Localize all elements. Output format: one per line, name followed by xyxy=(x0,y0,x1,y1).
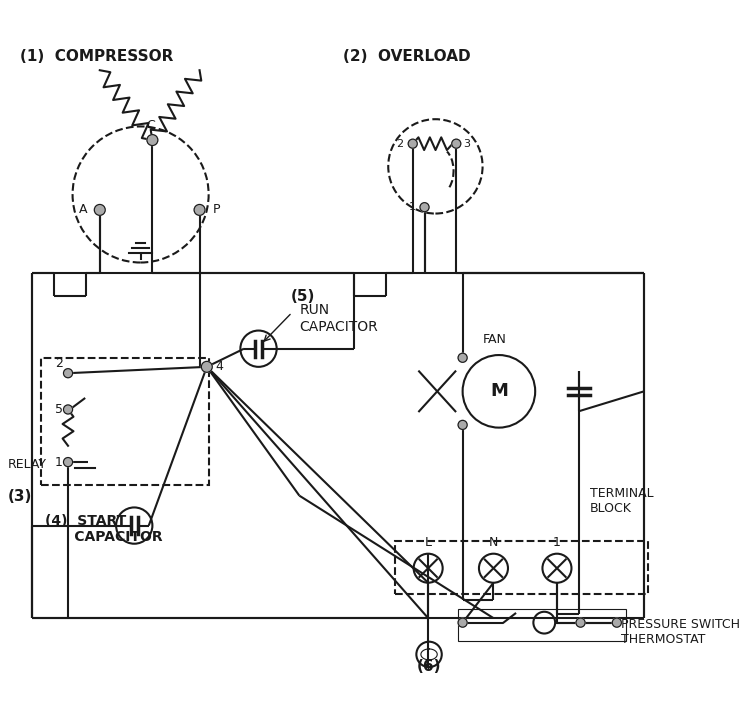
Text: 1: 1 xyxy=(55,456,63,469)
Circle shape xyxy=(194,205,205,215)
Bar xyxy=(41,358,208,485)
Circle shape xyxy=(147,134,158,146)
Circle shape xyxy=(458,618,467,627)
Text: M: M xyxy=(490,383,508,400)
Text: FAN: FAN xyxy=(483,333,506,346)
Text: 1: 1 xyxy=(553,536,561,549)
Text: 2: 2 xyxy=(397,139,403,149)
Text: (2)  OVERLOAD: (2) OVERLOAD xyxy=(343,49,471,65)
Text: RUN
CAPACITOR: RUN CAPACITOR xyxy=(300,304,378,333)
Circle shape xyxy=(420,203,429,212)
Circle shape xyxy=(94,205,105,215)
Text: 5: 5 xyxy=(55,403,63,416)
Text: (4)  START
      CAPACITOR: (4) START CAPACITOR xyxy=(46,514,163,544)
Circle shape xyxy=(458,353,467,363)
Text: 4: 4 xyxy=(215,360,223,373)
Text: TERMINAL
BLOCK: TERMINAL BLOCK xyxy=(589,486,653,515)
Text: A: A xyxy=(78,203,87,216)
Circle shape xyxy=(408,139,418,148)
Text: (5): (5) xyxy=(291,289,314,304)
Text: (3): (3) xyxy=(7,489,31,504)
Text: RELAY: RELAY xyxy=(7,459,46,471)
Circle shape xyxy=(458,420,467,429)
Bar xyxy=(394,541,648,594)
Bar xyxy=(458,609,626,641)
Text: L: L xyxy=(424,536,432,549)
Text: (1)  COMPRESSOR: (1) COMPRESSOR xyxy=(20,49,173,65)
Text: 1: 1 xyxy=(409,202,415,212)
Text: 2: 2 xyxy=(55,356,63,370)
Text: (6): (6) xyxy=(417,659,441,674)
Circle shape xyxy=(63,405,72,414)
Circle shape xyxy=(63,368,72,378)
Text: 3: 3 xyxy=(464,139,471,149)
Text: PRESSURE SWITCH
THERMOSTAT: PRESSURE SWITCH THERMOSTAT xyxy=(622,618,740,646)
Text: N: N xyxy=(489,536,498,549)
Text: P: P xyxy=(212,203,220,216)
Circle shape xyxy=(576,618,585,627)
Circle shape xyxy=(202,361,212,373)
Circle shape xyxy=(613,618,622,627)
Text: C: C xyxy=(146,119,155,132)
Circle shape xyxy=(452,139,461,148)
Circle shape xyxy=(63,458,72,466)
